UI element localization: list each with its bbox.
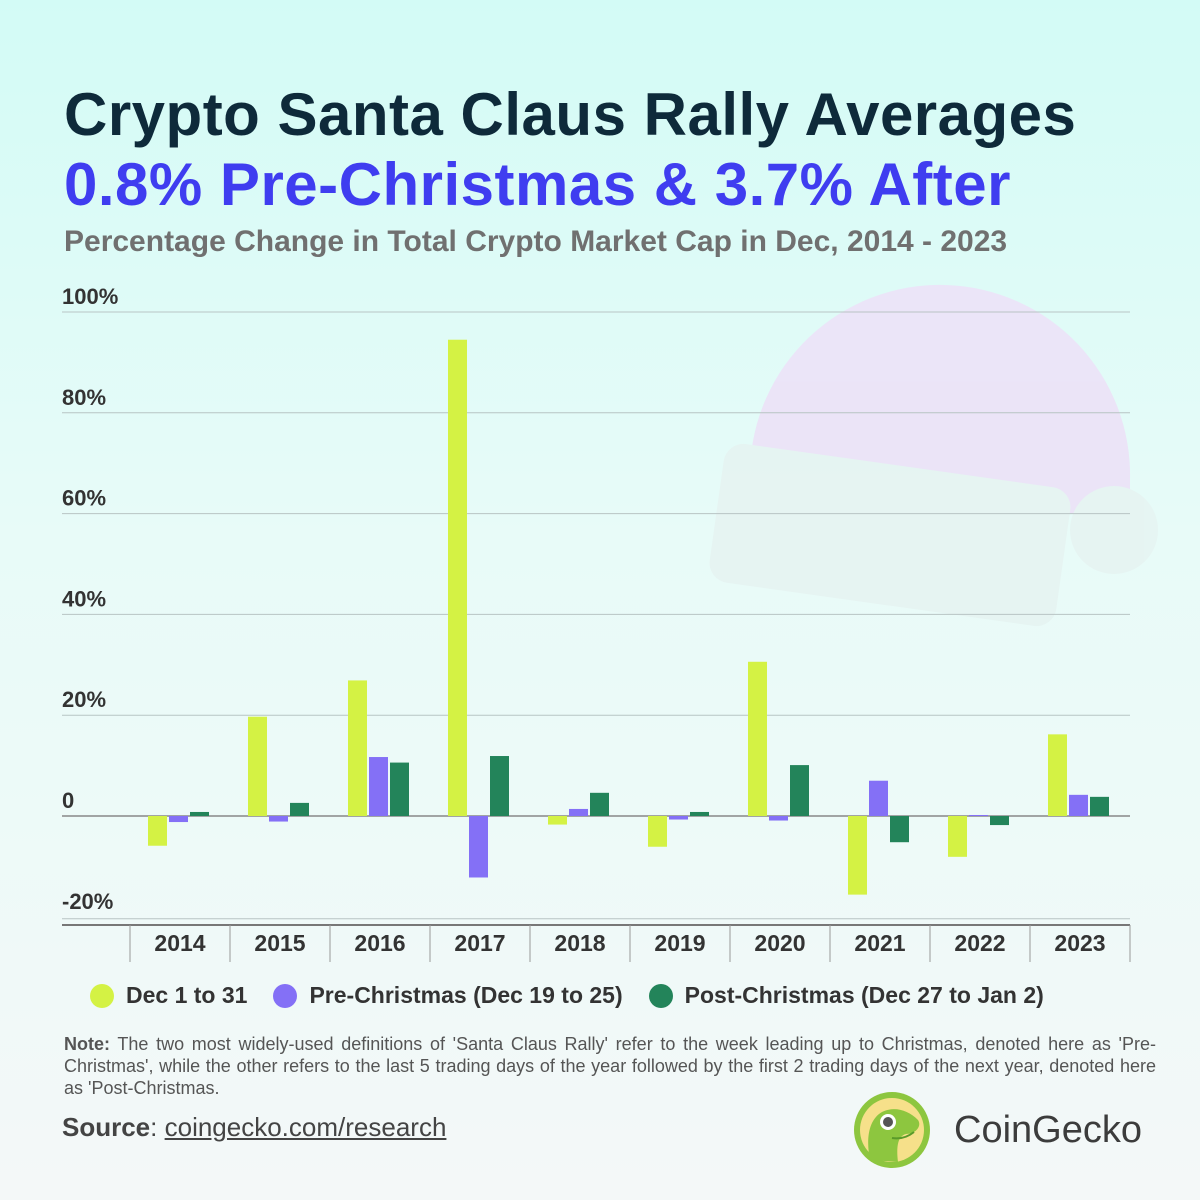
x-tick-label: 2017	[454, 930, 505, 956]
source-label: Source	[62, 1112, 151, 1142]
bar-2020-1	[769, 816, 788, 821]
bar-2015-1	[269, 816, 288, 822]
y-tick-label: 0	[62, 788, 74, 813]
bar-2015-0	[248, 716, 267, 816]
bar-2022-2	[990, 816, 1009, 826]
x-tick-label: 2018	[554, 930, 605, 956]
bar-2023-2	[1090, 796, 1109, 816]
gecko-icon	[854, 1092, 930, 1168]
x-tick-label: 2020	[754, 930, 805, 956]
note-label: Note:	[64, 1034, 110, 1054]
note-text: The two most widely-used definitions of …	[64, 1034, 1156, 1098]
x-tick-label: 2014	[154, 930, 205, 956]
bar-2017-2	[490, 756, 509, 816]
bar-2016-1	[369, 757, 388, 816]
bar-2014-1	[169, 816, 188, 823]
source-link[interactable]: coingecko.com/research	[164, 1112, 447, 1142]
bar-2021-2	[890, 816, 909, 843]
legend-swatch	[648, 983, 673, 1008]
bar-2018-0	[548, 816, 567, 825]
chart-description: Percentage Change in Total Crypto Market…	[64, 225, 1008, 258]
title: Crypto Santa Claus Rally Averages	[64, 81, 1077, 148]
legend-item-post: Post-Christmas (Dec 27 to Jan 2)	[648, 982, 1044, 1009]
bar-2018-2	[590, 792, 609, 816]
bar-2019-1	[669, 816, 688, 820]
bar-2021-1	[869, 780, 888, 816]
santa-hat-decoration	[709, 284, 1158, 627]
bar-2014-2	[190, 811, 209, 816]
bar-2017-1	[469, 816, 488, 878]
x-tick-label: 2023	[1054, 930, 1105, 956]
legend-item-pre: Pre-Christmas (Dec 19 to 25)	[273, 982, 623, 1009]
bar-2015-2	[290, 802, 309, 816]
note: Note: The two most widely-used definitio…	[64, 1033, 1156, 1099]
bar-2023-1	[1069, 794, 1088, 816]
brand-name: CoinGecko	[954, 1108, 1142, 1151]
x-tick-label: 2019	[654, 930, 705, 956]
y-tick-label: -20%	[62, 889, 113, 914]
subtitle: 0.8% Pre-Christmas & 3.7% After	[64, 151, 1011, 218]
legend-swatch	[90, 983, 114, 1008]
bar-2018-1	[569, 808, 588, 816]
y-tick-label: 20%	[62, 687, 106, 712]
x-tick-label: 2016	[354, 930, 405, 956]
brand-logo: CoinGecko	[852, 1090, 1142, 1170]
legend-label: Post-Christmas (Dec 27 to Jan 2)	[684, 982, 1044, 1008]
bar-2020-0	[748, 661, 767, 816]
source: Source: coingecko.com/research	[62, 1112, 447, 1142]
bar-2021-0	[848, 816, 867, 895]
bar-2022-0	[948, 816, 967, 857]
legend-item-dec: Dec 1 to 31	[90, 982, 247, 1009]
x-tick-label: 2015	[254, 930, 305, 956]
y-tick-label: 40%	[62, 586, 106, 611]
y-tick-label: 80%	[62, 385, 106, 410]
bar-2019-0	[648, 816, 667, 847]
bar-2014-0	[148, 816, 167, 846]
bar-2016-2	[390, 762, 409, 816]
y-tick-label: 100%	[62, 284, 118, 309]
bar-2023-0	[1048, 734, 1067, 816]
legend-label: Dec 1 to 31	[126, 982, 248, 1008]
bar-2020-2	[790, 765, 809, 816]
legend: Dec 1 to 31 Pre-Christmas (Dec 19 to 25)…	[90, 982, 1044, 1009]
bar-2016-0	[348, 680, 367, 816]
legend-swatch	[273, 983, 298, 1008]
x-tick-label: 2021	[854, 930, 905, 956]
legend-label: Pre-Christmas (Dec 19 to 25)	[309, 982, 623, 1008]
bar-2017-0	[448, 339, 467, 816]
y-tick-label: 60%	[62, 486, 106, 511]
x-tick-label: 2022	[954, 930, 1005, 956]
bar-2022-1	[969, 814, 988, 816]
bar-2019-2	[690, 811, 709, 816]
